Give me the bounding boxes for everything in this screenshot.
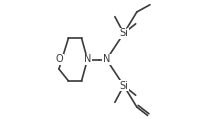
Text: N: N <box>103 55 110 64</box>
Text: O: O <box>55 55 63 64</box>
Text: Si: Si <box>119 81 128 91</box>
Text: Si: Si <box>119 28 128 38</box>
Text: N: N <box>84 55 91 64</box>
